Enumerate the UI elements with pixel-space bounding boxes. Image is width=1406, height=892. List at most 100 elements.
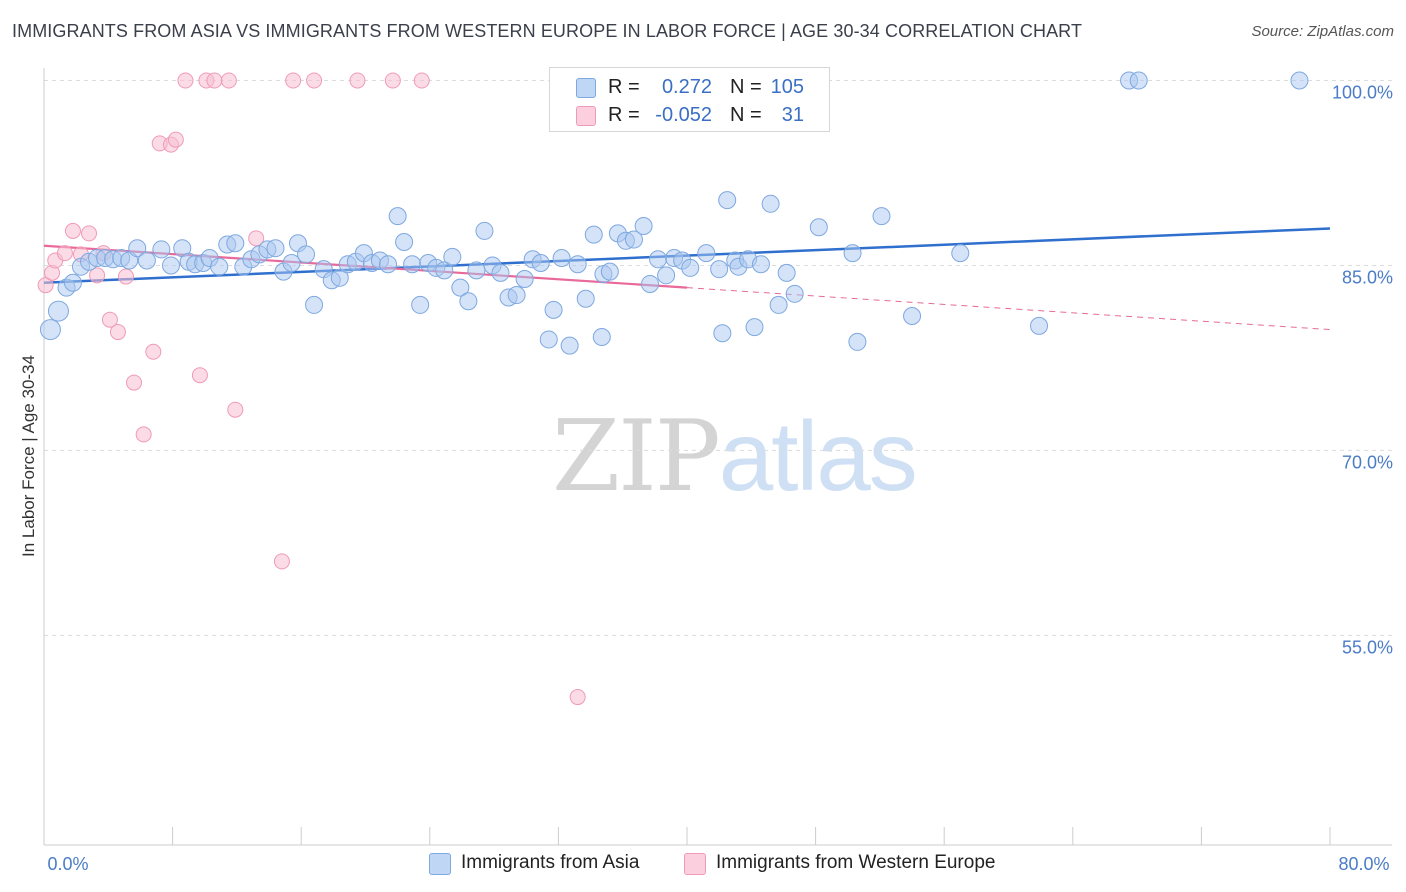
axes xyxy=(43,68,1392,846)
point-asia xyxy=(47,300,69,322)
point-asia xyxy=(379,255,398,274)
point-asia xyxy=(210,257,229,276)
point-asia xyxy=(903,307,922,326)
y-axis-label: In Labor Force | Age 30-34 xyxy=(19,355,38,557)
series-label-asia: Immigrants from Asia xyxy=(461,852,640,873)
point-asia xyxy=(128,239,147,258)
point-western-europe xyxy=(89,267,106,284)
series-swatch-asia xyxy=(429,853,451,875)
point-western-europe xyxy=(145,343,162,360)
point-western-europe xyxy=(248,230,265,247)
point-asia xyxy=(697,244,716,263)
point-asia xyxy=(491,263,510,282)
point-asia xyxy=(137,251,156,270)
legend-swatch-asia xyxy=(576,78,596,98)
point-asia xyxy=(305,295,324,314)
series-label-western-europe: Immigrants from Western Europe xyxy=(716,852,996,873)
point-western-europe xyxy=(227,401,244,418)
point-asia xyxy=(388,207,407,226)
point-asia xyxy=(843,244,862,263)
point-western-europe xyxy=(126,374,143,391)
point-asia xyxy=(713,324,732,343)
point-western-europe xyxy=(177,72,194,89)
point-asia xyxy=(443,247,462,266)
point-western-europe xyxy=(64,222,81,239)
axis-labels: 55.0% 70.0% 85.0% 100.0% 0.0% 80.0% In Labor F… xyxy=(19,82,1393,874)
point-western-europe xyxy=(569,689,586,706)
data-points xyxy=(37,71,1309,706)
point-asia xyxy=(777,263,796,282)
point-asia xyxy=(576,289,595,308)
gridlines xyxy=(44,79,1392,636)
point-western-europe xyxy=(109,324,126,341)
point-asia xyxy=(459,292,478,311)
point-western-europe xyxy=(273,553,290,570)
point-asia xyxy=(552,249,571,268)
point-asia xyxy=(515,270,534,289)
point-asia xyxy=(681,258,700,277)
point-western-europe xyxy=(191,367,208,384)
x-tick-label: 0.0% xyxy=(47,854,88,874)
point-asia xyxy=(226,234,245,253)
point-asia xyxy=(467,261,486,280)
point-asia xyxy=(568,255,587,274)
point-asia xyxy=(403,255,422,274)
point-asia xyxy=(63,273,82,292)
source-credit: Source: ZipAtlas.com xyxy=(1251,23,1394,40)
point-asia xyxy=(539,330,558,349)
point-asia xyxy=(330,268,349,287)
legend-r-value: -0.052 xyxy=(655,104,712,126)
legend-swatch-western-europe xyxy=(576,106,596,126)
y-tick-label: 55.0% xyxy=(1342,637,1393,657)
point-asia xyxy=(751,255,770,274)
legend-row-asia: R = 0.272 N = 105 xyxy=(550,73,829,101)
point-asia xyxy=(649,250,668,269)
watermark-zip: ZIP xyxy=(552,400,721,514)
point-asia xyxy=(451,278,470,297)
legend-n-label: N = xyxy=(730,104,762,126)
point-asia xyxy=(435,261,454,280)
point-western-europe xyxy=(384,72,401,89)
point-asia xyxy=(657,266,676,285)
point-asia xyxy=(848,332,867,351)
legend-r-value: 0.272 xyxy=(661,76,712,98)
point-asia xyxy=(282,253,301,272)
point-western-europe xyxy=(220,72,237,89)
point-western-europe xyxy=(349,72,366,89)
chart-title: IMMIGRANTS FROM ASIA VS IMMIGRANTS FROM … xyxy=(12,21,1083,41)
point-asia xyxy=(161,256,180,275)
legend-n-value: 31 xyxy=(781,104,804,126)
point-western-europe xyxy=(135,426,152,443)
point-asia xyxy=(951,244,970,263)
point-asia xyxy=(152,240,171,259)
point-asia xyxy=(584,225,603,244)
point-asia xyxy=(624,230,643,249)
point-asia xyxy=(634,216,653,235)
point-asia xyxy=(475,221,494,240)
point-western-europe xyxy=(56,245,73,262)
point-asia xyxy=(266,239,285,258)
point-western-europe xyxy=(167,131,184,148)
point-western-europe xyxy=(306,72,323,89)
point-western-europe xyxy=(81,225,98,242)
point-western-europe xyxy=(413,72,430,89)
legend-n-label: N = xyxy=(730,76,762,98)
point-asia xyxy=(544,300,563,319)
point-asia xyxy=(560,336,579,355)
point-asia xyxy=(785,284,804,303)
watermark-atlas: atlas xyxy=(718,401,918,511)
point-asia xyxy=(297,245,316,264)
point-asia xyxy=(1129,71,1148,90)
point-asia xyxy=(745,318,764,337)
legend-n-value: 105 xyxy=(770,76,804,98)
correlation-legend: R = 0.272 N = 105 R = -0.052 N = 31 xyxy=(549,67,830,132)
point-western-europe xyxy=(37,277,54,294)
point-asia xyxy=(710,260,729,279)
watermark: ZIPatlas xyxy=(552,400,918,514)
point-asia xyxy=(531,253,550,272)
legend-r-label: R = xyxy=(608,76,640,98)
legend-r-label: R = xyxy=(608,104,640,126)
point-asia xyxy=(769,295,788,314)
point-western-europe xyxy=(101,311,118,328)
